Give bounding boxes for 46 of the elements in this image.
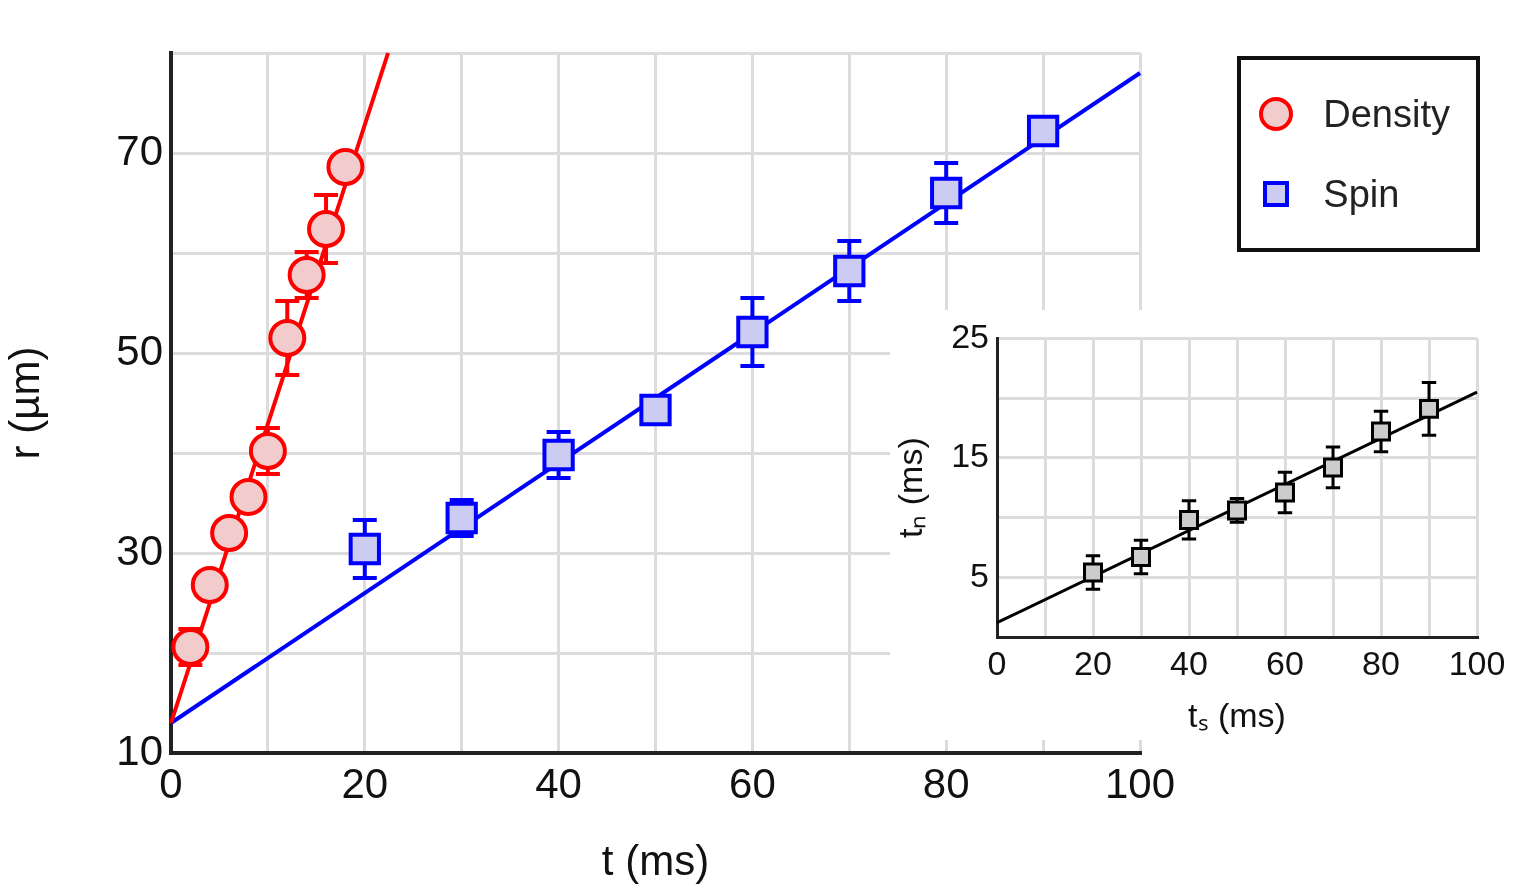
y-axis-title: tₙ (ms) — [890, 437, 929, 539]
point — [1179, 509, 1199, 530]
point — [639, 393, 672, 427]
point — [1419, 398, 1439, 419]
point — [268, 319, 307, 357]
y-tick-label: 70 — [116, 126, 163, 174]
point — [542, 438, 575, 472]
point — [1131, 546, 1151, 567]
point — [171, 628, 210, 666]
x-tick-label: 20 — [1074, 643, 1112, 682]
point — [229, 478, 268, 516]
y-tick-label: 5 — [970, 555, 989, 594]
x-tick-label: 100 — [1104, 759, 1176, 807]
x-tick-label: 60 — [1266, 643, 1304, 682]
legend-label: Spin — [1323, 172, 1400, 216]
point — [930, 176, 963, 210]
point — [248, 432, 287, 470]
x-tick-label: 80 — [1362, 643, 1400, 682]
x-axis-title: tₛ (ms) — [1188, 695, 1286, 734]
y-tick-label: 30 — [116, 526, 163, 574]
point — [1275, 482, 1295, 503]
x-tick-label: 0 — [987, 643, 1007, 682]
point — [1083, 562, 1103, 583]
point — [1026, 114, 1060, 148]
point — [307, 210, 346, 248]
x-tick-label: 80 — [922, 759, 970, 807]
point — [833, 254, 866, 288]
point — [736, 315, 769, 349]
y-tick-label: 25 — [951, 316, 989, 355]
point — [210, 514, 249, 552]
point — [287, 256, 326, 294]
x-tick-label: 40 — [535, 759, 582, 807]
y-tick-label: 50 — [116, 326, 163, 374]
x-tick-label: 40 — [1170, 643, 1208, 682]
point — [348, 532, 381, 566]
x-tick-label: 20 — [341, 759, 389, 807]
x-tick-label: 100 — [1448, 643, 1506, 682]
point — [1371, 421, 1391, 442]
x-axis-title: t (ms) — [601, 837, 710, 885]
y-axis-title: r (µm) — [0, 346, 48, 460]
legend-label: Density — [1323, 92, 1450, 136]
point — [190, 566, 229, 604]
y-tick-label: 15 — [951, 436, 989, 475]
point — [1323, 457, 1343, 478]
x-tick-label: 60 — [729, 759, 776, 807]
point — [326, 148, 365, 186]
